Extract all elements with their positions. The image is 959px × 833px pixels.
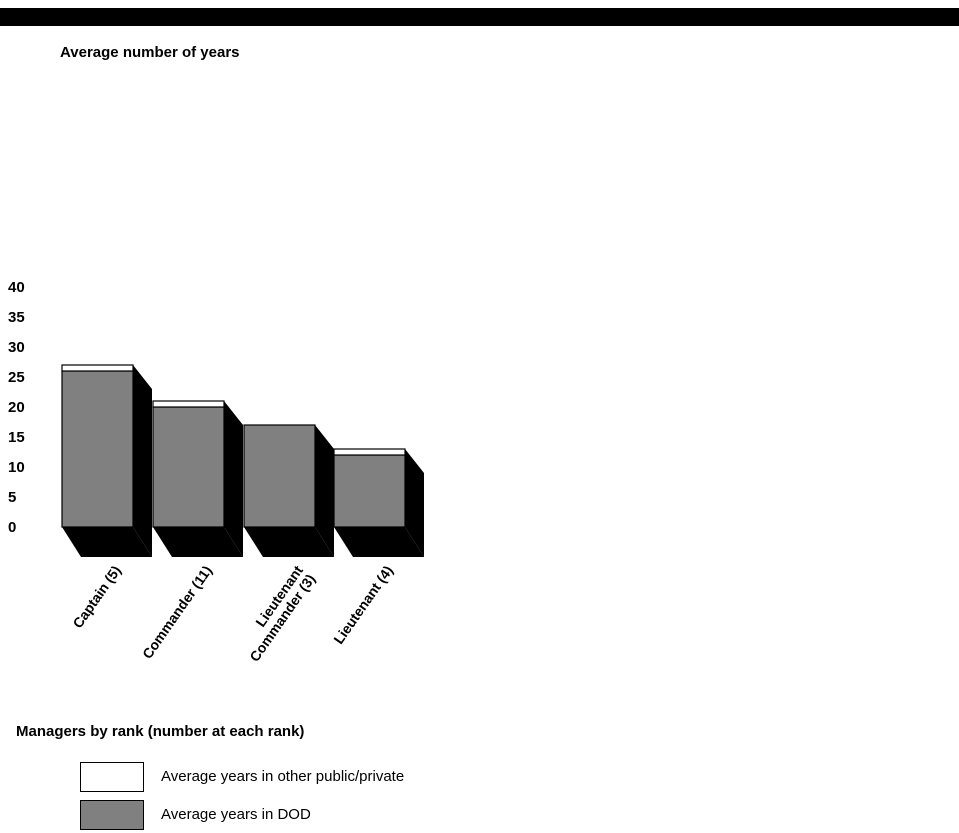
- bar-floor-shadow: [334, 527, 424, 557]
- bar-side-face: [133, 365, 152, 557]
- legend-label-other: Average years in other public/private: [161, 768, 405, 785]
- x-tick-label: Commander (11): [139, 563, 215, 662]
- y-tick-label: 40: [8, 279, 25, 296]
- x-tick-label: Captain (5): [69, 563, 124, 631]
- bar-side-face: [224, 401, 243, 557]
- bar-dod: [333, 454, 406, 528]
- x-axis-title: Managers by rank (number at each rank): [16, 723, 305, 740]
- y-tick-label: 35: [8, 309, 25, 326]
- y-axis-title: Average number of years: [60, 44, 240, 61]
- bar-other: [333, 448, 406, 456]
- bar-other: [61, 364, 134, 372]
- bar-dod: [152, 406, 225, 528]
- y-tick-label: 10: [8, 459, 25, 476]
- bar-floor-shadow: [244, 527, 334, 557]
- bar-dod: [243, 424, 316, 528]
- x-tick-label: LieutenantCommander (3): [234, 562, 318, 664]
- legend-swatch-other: [80, 762, 144, 792]
- y-tick-label: 25: [8, 369, 25, 386]
- bar-other: [152, 400, 225, 408]
- top-black-bar: [0, 8, 959, 26]
- bar-side-face: [405, 449, 424, 557]
- bar-floor-shadow: [62, 527, 152, 557]
- bar-side-face: [315, 425, 334, 557]
- bar-dod: [61, 370, 134, 528]
- legend-swatch-dod: [80, 800, 144, 830]
- y-tick-label: 15: [8, 429, 25, 446]
- legend-label-dod: Average years in DOD: [161, 806, 311, 823]
- y-tick-label: 20: [8, 399, 25, 416]
- y-tick-label: 0: [8, 519, 16, 536]
- x-tick-label: Lieutenant (4): [330, 563, 396, 647]
- y-tick-label: 5: [8, 489, 16, 506]
- bar-chart: 0 5 10 15 20 25 30 35 40 Captain (5) Commander (11…: [8, 279, 424, 664]
- y-tick-label: 30: [8, 339, 25, 356]
- bar-floor-shadow: [153, 527, 243, 557]
